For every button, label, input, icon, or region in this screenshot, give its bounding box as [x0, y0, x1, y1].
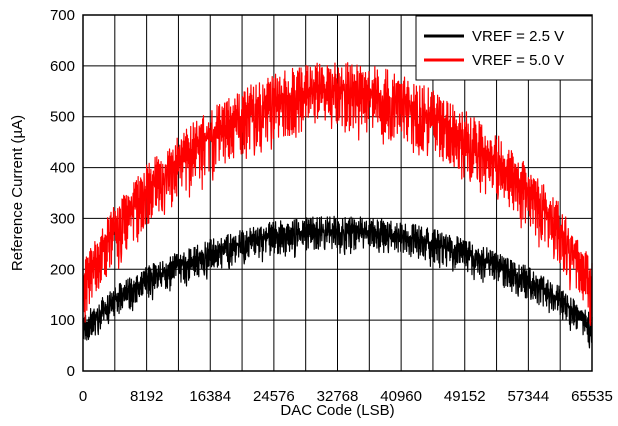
legend-label-vref-5-0: VREF = 5.0 V [472, 52, 564, 69]
x-tick-label: 32768 [317, 388, 359, 405]
y-tick-label: 0 [67, 363, 75, 380]
y-axis-title: Reference Current (µA) [9, 115, 26, 271]
x-tick-label: 49152 [444, 388, 486, 405]
series-line-0 [82, 215, 593, 349]
x-tick-label: 16384 [189, 388, 231, 405]
y-tick-label: 500 [50, 109, 75, 126]
x-axis-ticks: 0 8192 16384 24576 32768 40960 49152 57344 65535 [79, 388, 613, 405]
y-tick-label: 300 [50, 210, 75, 227]
plot-frame [82, 14, 593, 372]
x-tick-label: 40960 [380, 388, 422, 405]
x-tick-label: 65535 [571, 388, 613, 405]
x-axis-title: DAC Code (LSB) [280, 402, 394, 419]
y-tick-label: 100 [50, 312, 75, 329]
y-tick-label: 200 [50, 261, 75, 278]
y-axis-ticks: 0 100 200 300 400 500 600 700 [50, 7, 75, 380]
x-tick-label: 24576 [253, 388, 295, 405]
y-tick-label: 600 [50, 58, 75, 75]
y-tick-label: 700 [50, 7, 75, 24]
legend-box [415, 15, 593, 81]
y-tick-label: 400 [50, 160, 75, 177]
x-tick-label: 57344 [508, 388, 550, 405]
series-line-1 [82, 62, 593, 326]
legend-label-vref-2-5: VREF = 2.5 V [472, 28, 564, 45]
x-tick-label: 0 [79, 388, 87, 405]
legend: VREF = 2.5 V VREF = 5.0 V [415, 15, 593, 81]
x-tick-label: 8192 [130, 388, 163, 405]
series-layer [82, 62, 593, 349]
